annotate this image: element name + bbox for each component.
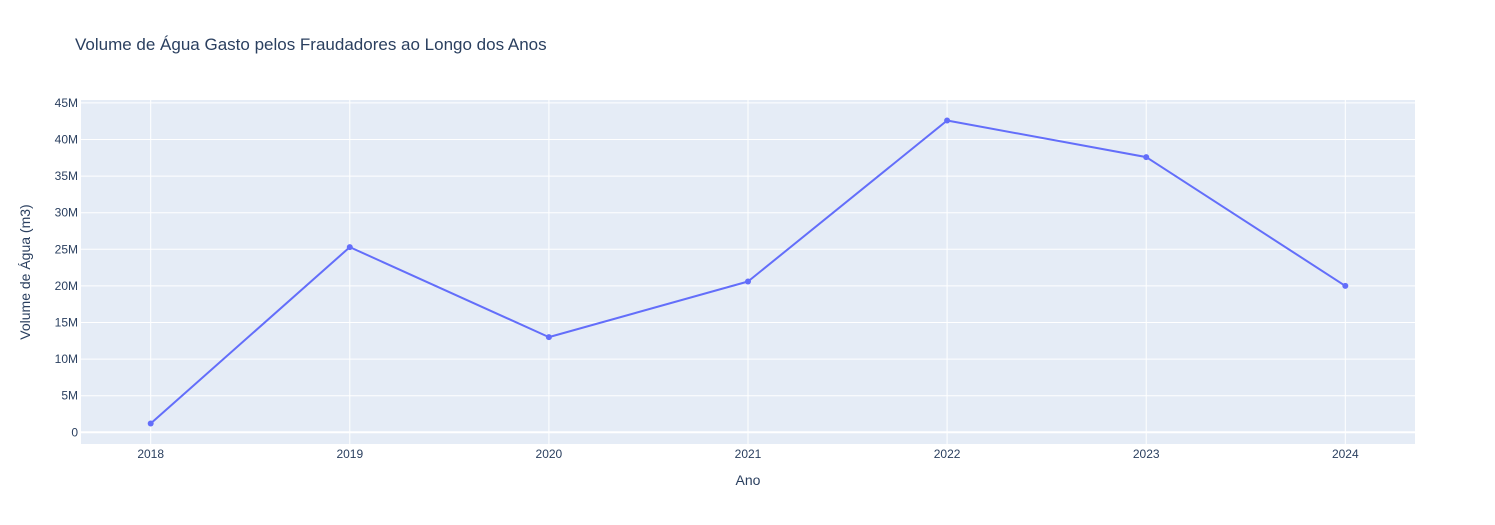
x-axis-ticks: 2018 2019 2020 2021 2022 2023 2024: [137, 447, 1359, 461]
y-tick-label: 40M: [55, 133, 78, 147]
x-tick-label: 2024: [1332, 447, 1359, 461]
x-tick-label: 2022: [934, 447, 961, 461]
y-tick-label: 15M: [55, 316, 78, 330]
y-tick-label: 45M: [55, 96, 78, 110]
y-tick-label: 25M: [55, 242, 78, 256]
y-tick-label: 10M: [55, 352, 78, 366]
x-tick-label: 2023: [1133, 447, 1160, 461]
y-axis-title: Volume de Água (m3): [17, 204, 33, 339]
x-tick-label: 2019: [336, 447, 363, 461]
chart-title: Volume de Água Gasto pelos Fraudadores a…: [75, 35, 547, 54]
y-tick-label: 20M: [55, 279, 78, 293]
data-point[interactable]: [745, 278, 751, 285]
x-tick-label: 2018: [137, 447, 164, 461]
series-layer: [147, 117, 1349, 427]
data-point[interactable]: [346, 244, 353, 251]
data-point[interactable]: [1342, 282, 1349, 289]
y-tick-label: 5M: [61, 389, 78, 403]
x-tick-label: 2020: [536, 447, 563, 461]
y-tick-label: 30M: [55, 206, 78, 220]
y-tick-label: 35M: [55, 169, 78, 183]
y-tick-label: 0: [71, 425, 78, 439]
data-point[interactable]: [944, 117, 951, 124]
data-point[interactable]: [147, 420, 154, 427]
x-axis-title: Ano: [736, 472, 761, 488]
data-point[interactable]: [1143, 154, 1150, 161]
data-point[interactable]: [545, 334, 552, 341]
x-tick-label: 2021: [735, 447, 762, 461]
y-axis-ticks: 0 5M 10M 15M 20M 25M 30M 35M 40M 45M: [55, 96, 79, 439]
